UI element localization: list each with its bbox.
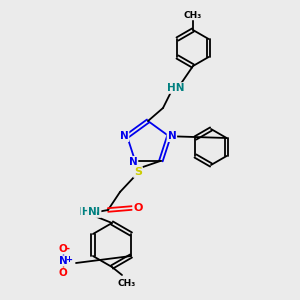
Text: O: O xyxy=(58,268,68,278)
Text: CH₃: CH₃ xyxy=(118,278,136,287)
Text: -: - xyxy=(66,244,70,254)
Text: N: N xyxy=(79,207,87,217)
Text: N: N xyxy=(58,256,68,266)
Text: N: N xyxy=(129,157,137,167)
Text: N: N xyxy=(88,207,96,217)
Text: H: H xyxy=(81,207,89,217)
Text: O: O xyxy=(133,203,143,213)
Text: N: N xyxy=(120,131,128,141)
Text: S: S xyxy=(134,167,142,177)
Text: HN: HN xyxy=(167,83,185,93)
Text: H: H xyxy=(86,207,94,217)
Text: O: O xyxy=(58,244,68,254)
Text: H N: H N xyxy=(80,207,100,217)
Text: +: + xyxy=(65,254,73,263)
Text: N: N xyxy=(167,131,176,141)
Text: CH₃: CH₃ xyxy=(184,11,202,20)
